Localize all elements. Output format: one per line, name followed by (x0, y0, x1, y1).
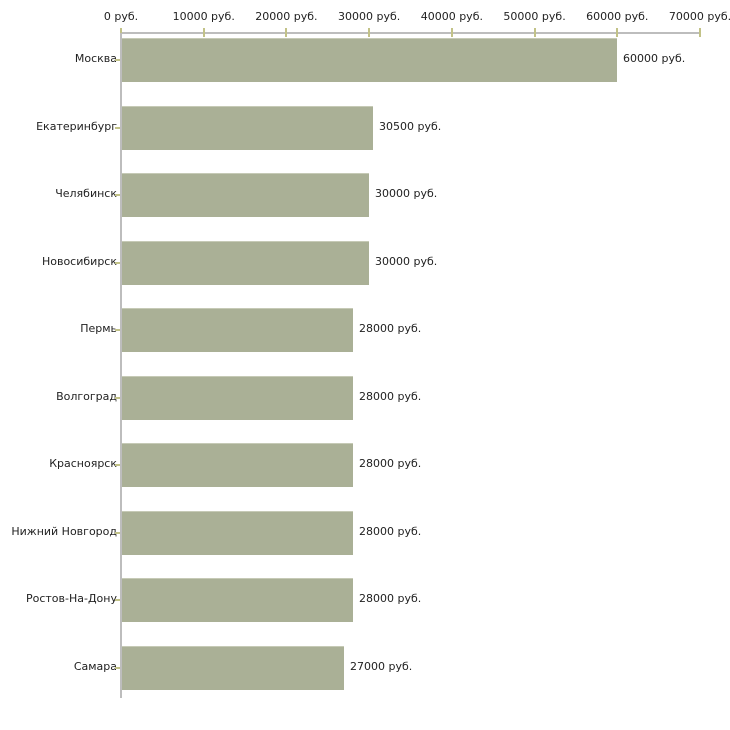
y-axis-tick (115, 666, 120, 669)
x-axis-tick (202, 28, 205, 37)
x-axis-tick (285, 28, 288, 37)
category-label: Екатеринбург (36, 119, 117, 133)
bar (122, 578, 353, 622)
x-axis-tick-label: 70000 руб. (668, 10, 730, 23)
category-label: Волгоград (56, 389, 117, 403)
x-axis-tick-label: 60000 руб. (586, 10, 649, 23)
category-label: Ростов-На-Дону (25, 592, 117, 605)
y-axis-tick (115, 261, 120, 264)
x-axis-tick-label: 0 руб. (103, 10, 139, 23)
y-axis-tick (115, 329, 120, 331)
value-label: 28000 руб. (359, 389, 422, 403)
bar (122, 375, 353, 420)
bar (122, 308, 353, 352)
bar (122, 38, 617, 82)
x-axis-tick-label: 30000 руб. (338, 10, 401, 23)
y-axis-tick (115, 599, 120, 601)
category-label: Москва (74, 52, 117, 65)
bar (122, 105, 373, 150)
value-label: 60000 руб. (623, 52, 686, 65)
y-axis-line (120, 33, 122, 698)
x-axis-tick (450, 28, 453, 37)
category-label: Челябинск (55, 187, 117, 200)
x-axis-tick (699, 28, 701, 37)
y-axis-tick (115, 531, 120, 534)
category-label: Новосибирск (41, 254, 117, 268)
x-axis-tick-label: 50000 руб. (503, 10, 566, 23)
value-label: 30500 руб. (379, 119, 442, 133)
y-axis-tick (115, 396, 120, 399)
y-axis-tick (115, 126, 120, 129)
category-label: Нижний Новгород (11, 524, 117, 538)
y-axis-tick (115, 59, 120, 61)
value-label: 30000 руб. (375, 254, 438, 268)
category-label: Пермь (80, 322, 117, 335)
x-axis-tick (533, 28, 536, 37)
value-label: 28000 руб. (359, 457, 422, 470)
value-label: 28000 руб. (359, 524, 422, 538)
value-label: 27000 руб. (350, 659, 413, 673)
bar (122, 510, 353, 555)
category-label: Самара (73, 659, 117, 673)
x-axis-tick-label: 40000 руб. (420, 10, 483, 23)
category-label: Красноярск (49, 457, 117, 470)
x-axis-tick (120, 28, 122, 37)
value-label: 30000 руб. (375, 187, 438, 200)
bar (122, 173, 369, 217)
x-axis-tick-label: 20000 руб. (255, 10, 318, 23)
x-axis-line (121, 32, 701, 34)
bar (122, 443, 353, 487)
bar (122, 240, 369, 285)
y-axis-tick (115, 194, 120, 196)
x-axis-tick-label: 10000 руб. (172, 10, 235, 23)
value-label: 28000 руб. (359, 322, 422, 335)
x-axis-tick (616, 28, 619, 37)
x-axis-tick (368, 28, 371, 37)
value-label: 28000 руб. (359, 592, 422, 605)
bar (122, 645, 344, 690)
y-axis-tick (115, 464, 120, 466)
